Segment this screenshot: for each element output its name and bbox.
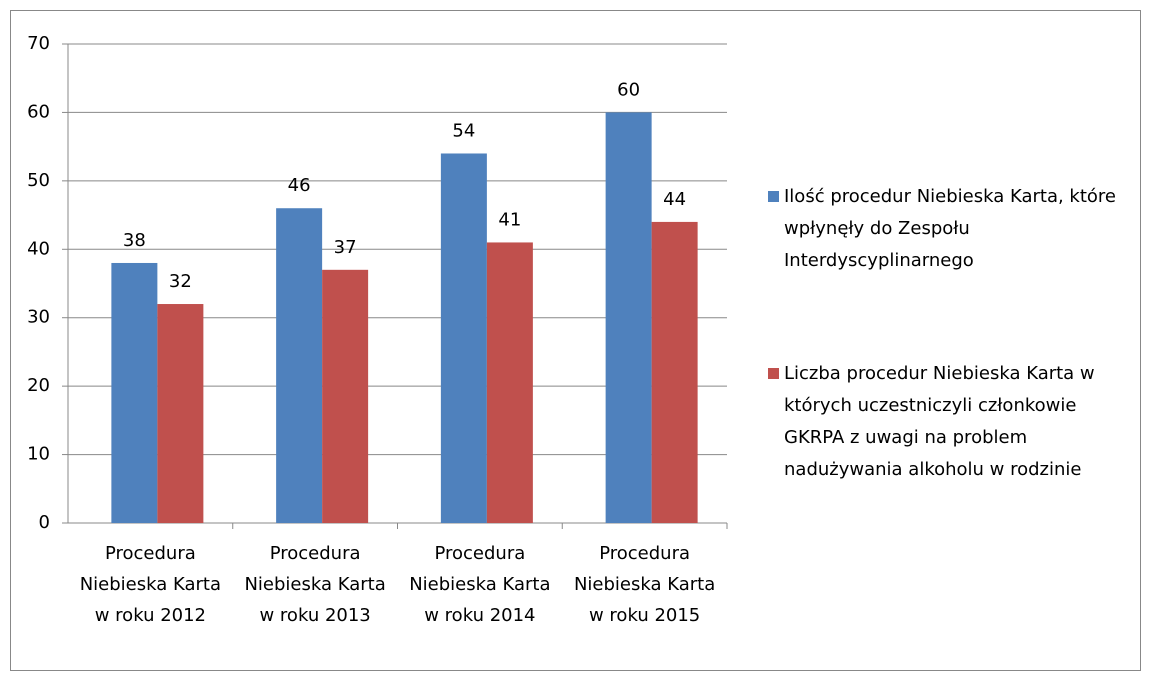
bar — [322, 269, 369, 523]
data-label: 44 — [663, 189, 686, 210]
bar — [440, 153, 487, 523]
bar — [157, 304, 204, 523]
data-label: 38 — [123, 230, 146, 251]
y-tick-label: 20 — [27, 375, 50, 396]
data-label: 37 — [334, 237, 357, 258]
data-label: 32 — [169, 271, 192, 292]
legend-swatch — [768, 191, 779, 202]
bar — [276, 208, 323, 523]
bar — [111, 262, 158, 523]
y-tick-label: 50 — [27, 170, 50, 191]
x-tick-label: Procedura Niebieska Karta w roku 2014 — [409, 543, 551, 626]
bar — [486, 242, 533, 523]
x-tick-label: Procedura Niebieska Karta w roku 2013 — [244, 543, 386, 626]
y-tick-label: 60 — [27, 101, 50, 122]
legend-label: Ilość procedur Niebieska Karta, które wp… — [784, 186, 1116, 271]
legend-swatch — [768, 368, 779, 379]
data-label: 41 — [498, 209, 521, 230]
y-tick-label: 0 — [39, 512, 50, 533]
bar — [651, 221, 698, 523]
y-tick-label: 10 — [27, 444, 50, 465]
data-label: 54 — [452, 120, 475, 141]
legend-label: Liczba procedur Niebieska Karta w któryc… — [784, 363, 1095, 480]
y-tick-label: 40 — [27, 238, 50, 259]
x-tick-label: Procedura Niebieska Karta w roku 2015 — [573, 543, 716, 626]
data-label: 60 — [617, 79, 640, 100]
bar — [605, 112, 652, 523]
y-tick-label: 70 — [27, 33, 50, 54]
y-tick-label: 30 — [27, 307, 50, 328]
x-tick-label: Procedura Niebieska Karta w roku 2012 — [79, 543, 222, 626]
data-label: 46 — [288, 175, 311, 196]
